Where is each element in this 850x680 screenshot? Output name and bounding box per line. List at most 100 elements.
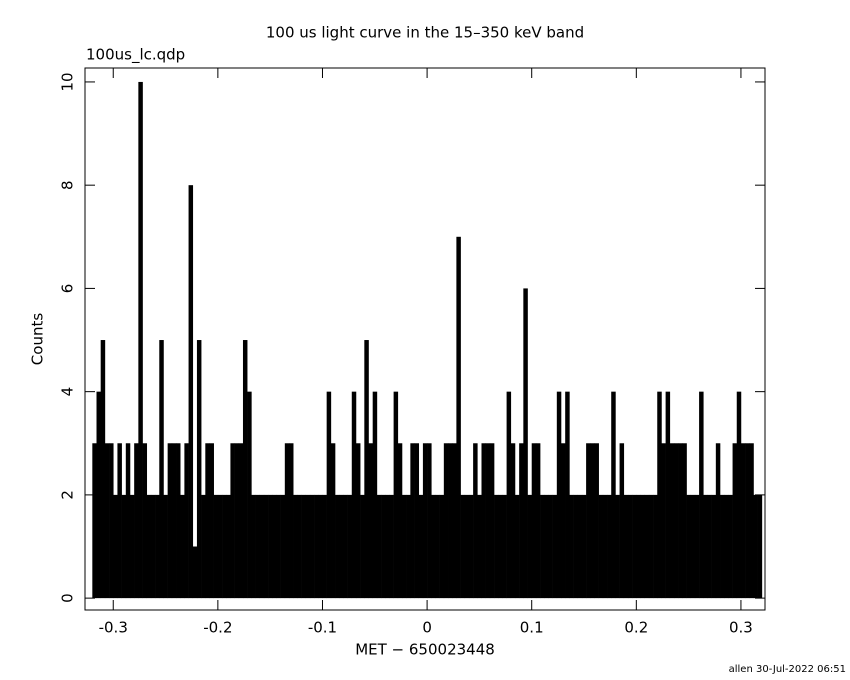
bar xyxy=(502,494,507,599)
bar xyxy=(644,494,650,599)
bar xyxy=(694,494,700,599)
bar xyxy=(217,494,223,599)
bar xyxy=(607,494,612,599)
bar xyxy=(280,494,286,599)
bar xyxy=(749,443,754,599)
bar xyxy=(732,443,738,599)
bar xyxy=(96,391,101,599)
bar xyxy=(439,494,445,599)
chart-title: 100 us light curve in the 15–350 keV ban… xyxy=(266,24,584,42)
bar xyxy=(259,494,265,599)
bar xyxy=(485,443,491,599)
bar xyxy=(368,443,373,599)
bar xyxy=(627,494,633,599)
bar xyxy=(209,443,214,599)
y-tick-label: 4 xyxy=(59,387,77,397)
bar xyxy=(255,494,261,599)
bar xyxy=(611,391,616,599)
bar xyxy=(711,494,717,599)
bar xyxy=(272,494,277,599)
bar xyxy=(657,391,662,599)
bar xyxy=(201,494,206,599)
bar xyxy=(468,494,474,599)
bar xyxy=(121,494,127,599)
bar xyxy=(540,494,545,599)
bar xyxy=(276,494,281,599)
bar xyxy=(104,443,110,599)
bar xyxy=(602,494,608,599)
bar xyxy=(196,340,202,599)
bar xyxy=(678,443,683,599)
bar xyxy=(514,494,520,599)
bar xyxy=(506,391,512,599)
bar xyxy=(640,494,645,599)
bar xyxy=(92,443,97,599)
bar xyxy=(268,494,273,599)
bar xyxy=(665,391,671,599)
bar xyxy=(263,494,269,599)
bar xyxy=(397,443,403,599)
bar xyxy=(527,494,533,599)
bar xyxy=(309,494,315,599)
bar xyxy=(531,443,537,599)
bar xyxy=(690,494,696,599)
bar xyxy=(448,443,453,599)
bar xyxy=(598,494,604,599)
bar xyxy=(318,494,323,599)
bar xyxy=(125,443,131,599)
bar xyxy=(146,494,152,599)
bar xyxy=(548,494,553,599)
bar xyxy=(410,443,415,599)
bar xyxy=(171,443,177,599)
bar xyxy=(188,185,194,599)
bar xyxy=(544,494,549,599)
bar xyxy=(100,340,106,599)
x-tick-label: 0.1 xyxy=(520,619,544,637)
x-tick-label: 0 xyxy=(422,619,432,637)
y-tick-label: 0 xyxy=(59,593,77,603)
footer: allen 30-Jul-2022 06:51 xyxy=(729,664,846,675)
bar xyxy=(757,494,763,599)
bar xyxy=(498,494,503,599)
bar xyxy=(360,494,365,599)
bar xyxy=(192,546,198,599)
bar xyxy=(535,443,541,599)
bar xyxy=(443,443,449,599)
bar xyxy=(142,443,148,599)
bar xyxy=(339,494,344,599)
bar xyxy=(222,494,227,599)
bar xyxy=(226,494,231,599)
y-tick-label: 10 xyxy=(59,72,77,91)
bar xyxy=(427,443,432,599)
y-tick-label: 6 xyxy=(59,284,77,294)
bar xyxy=(673,443,679,599)
bar xyxy=(109,443,114,599)
bar xyxy=(167,443,173,599)
bar xyxy=(205,443,210,599)
x-tick-label: -0.3 xyxy=(99,619,128,637)
bar xyxy=(401,494,407,599)
bar xyxy=(456,236,461,599)
bar xyxy=(376,494,382,599)
bar xyxy=(406,494,411,599)
bar xyxy=(134,443,139,599)
x-tick-label: -0.2 xyxy=(203,619,232,637)
bar xyxy=(682,443,687,599)
plot-frame xyxy=(84,67,766,611)
bar xyxy=(343,494,348,599)
bar xyxy=(648,494,654,599)
bar xyxy=(247,391,252,599)
bar xyxy=(159,340,164,599)
bar xyxy=(184,443,189,599)
bar xyxy=(213,494,219,599)
bar xyxy=(590,443,595,599)
bar xyxy=(418,494,424,599)
bar xyxy=(326,391,332,599)
bar xyxy=(301,494,307,599)
bar xyxy=(176,443,181,599)
y-tick-label: 8 xyxy=(59,180,77,190)
bar xyxy=(745,443,750,599)
bar xyxy=(150,494,156,599)
bar xyxy=(552,494,558,599)
